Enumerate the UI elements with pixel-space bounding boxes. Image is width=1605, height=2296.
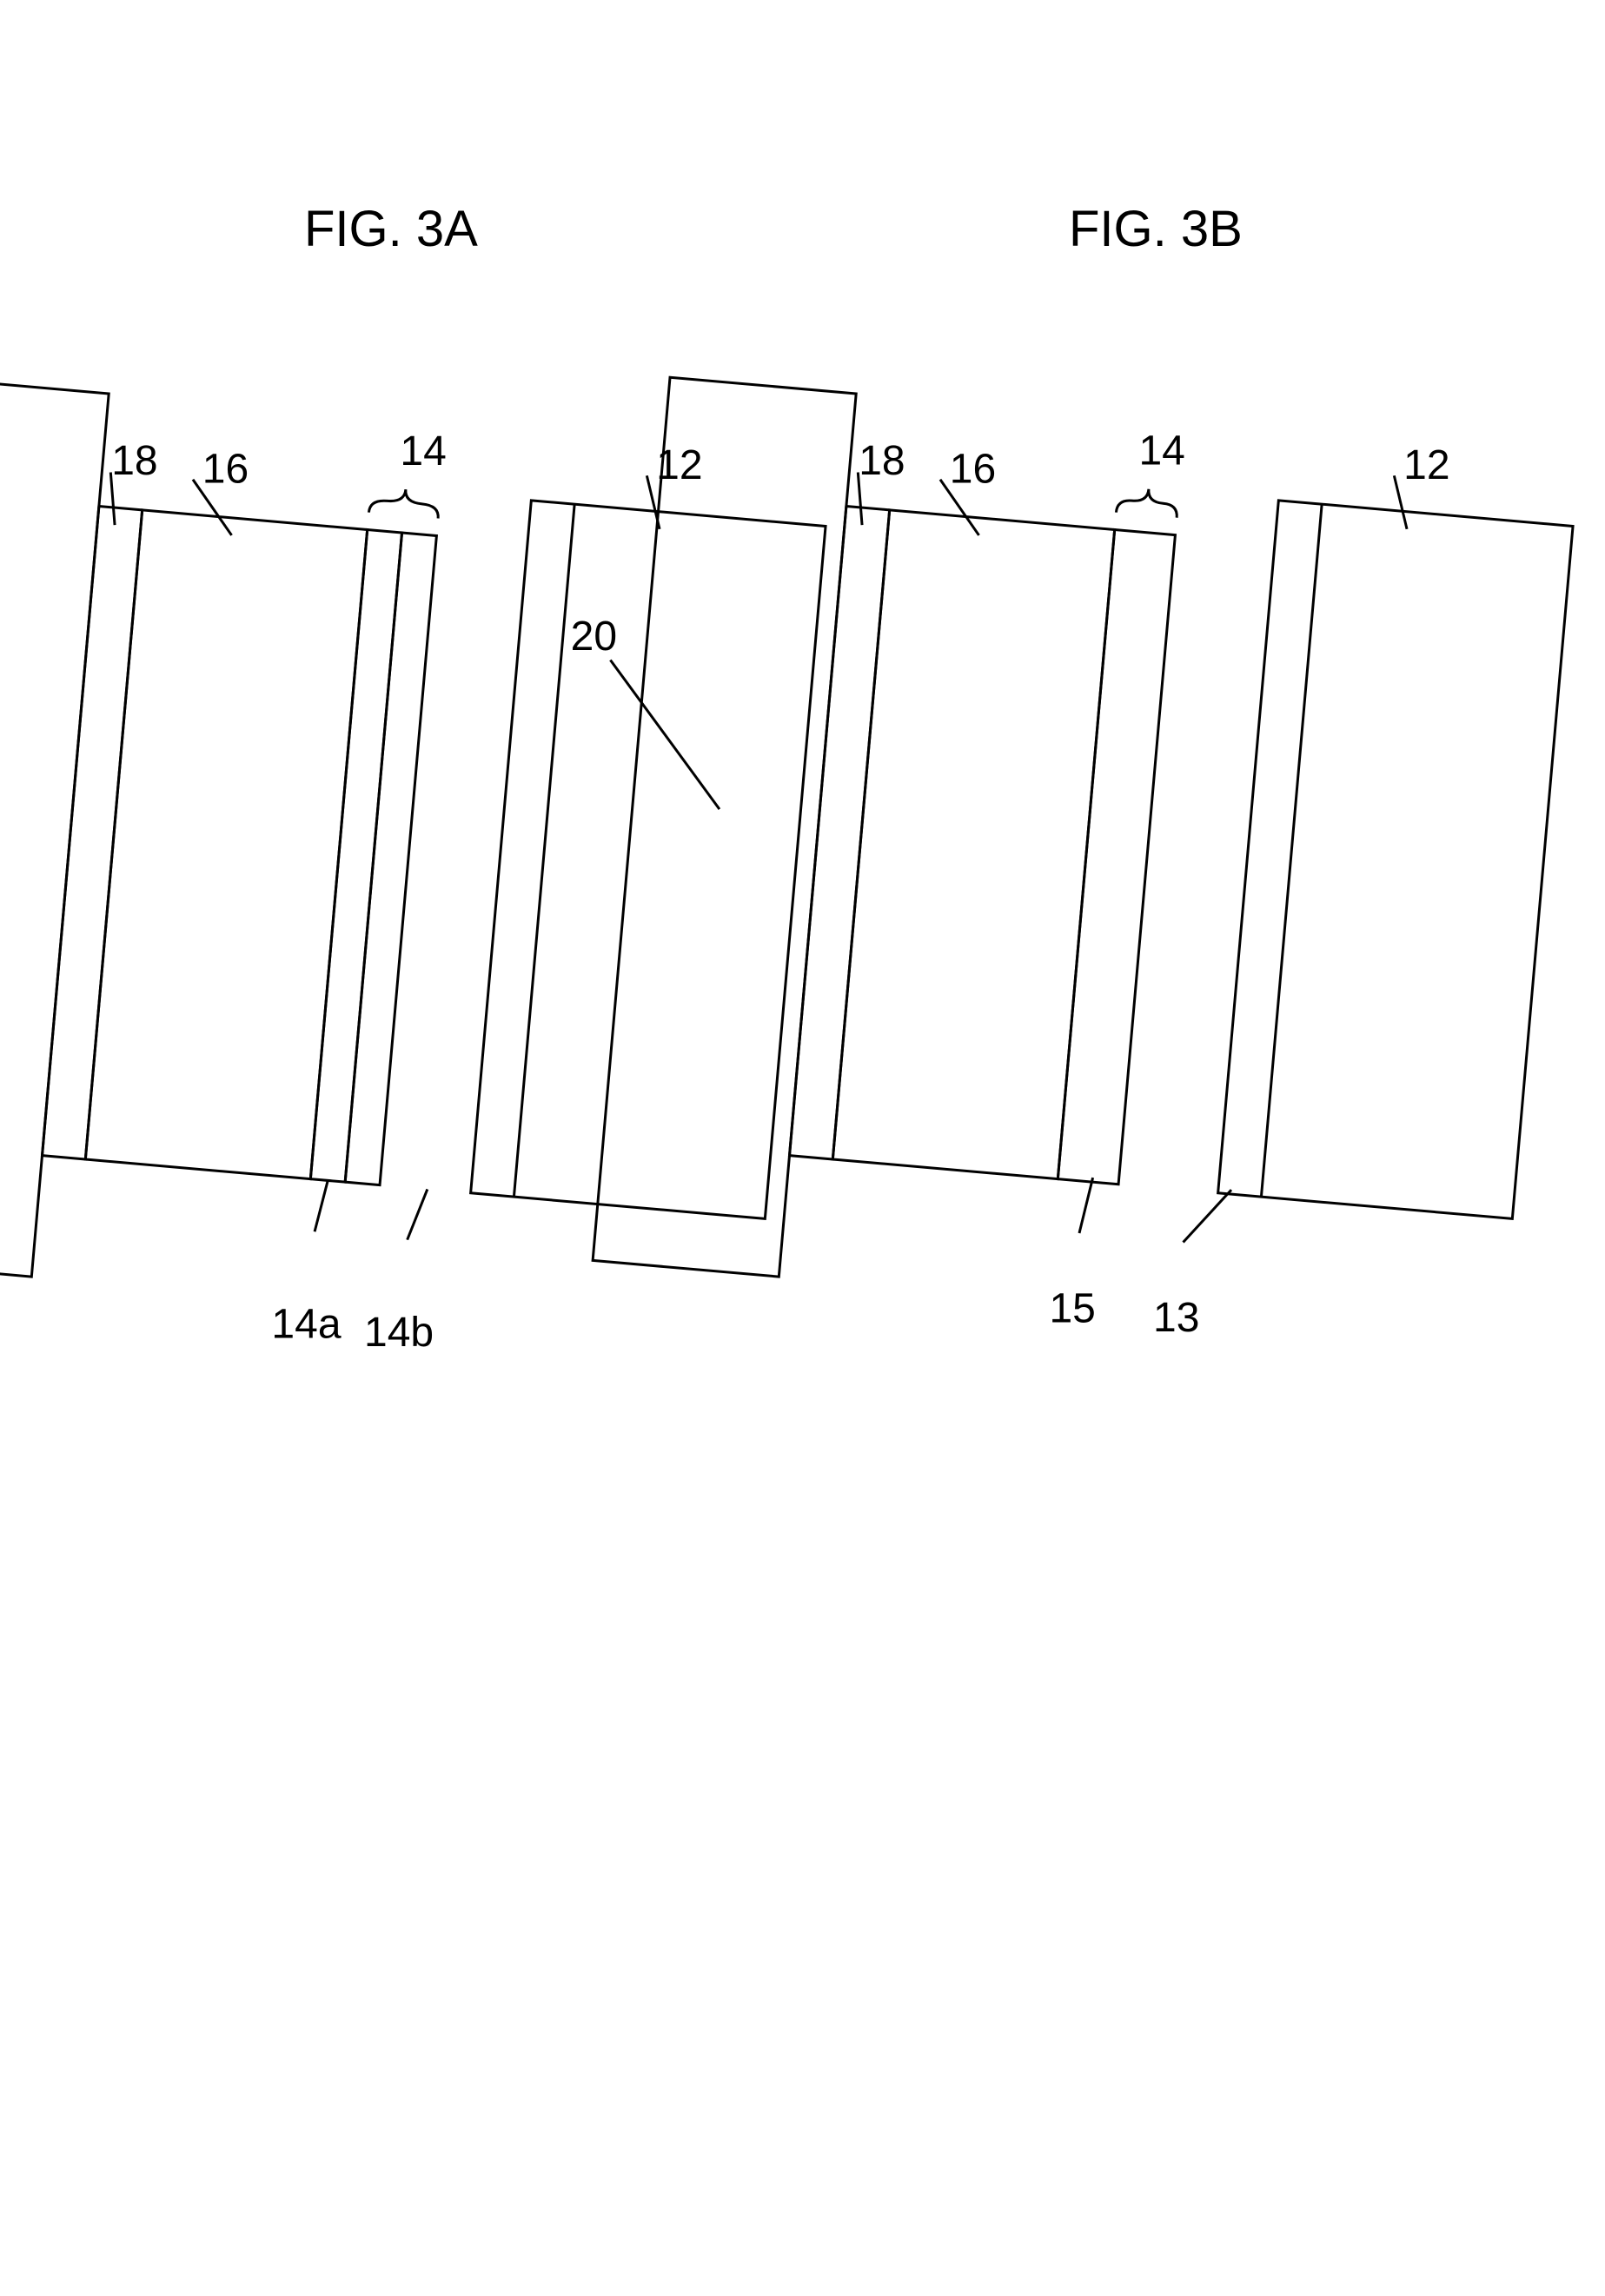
label-18: 18 <box>111 438 157 484</box>
label-12b: 12 <box>1403 442 1449 488</box>
label-20b: 20 <box>571 614 617 660</box>
fig-b-layer-mid <box>832 510 1114 1179</box>
label-15: 15 <box>1049 1285 1095 1331</box>
fig-b-group: 20 18 16 14 12 15 13 <box>512 368 1579 1371</box>
fig-b-layer-14 <box>1058 530 1175 1184</box>
leader-20b <box>598 660 731 810</box>
label-14-b: 14 <box>1138 428 1184 474</box>
page: FIG. 3A FIG. 3B 20 18 16 14 <box>0 0 1605 2296</box>
leader-14a <box>315 1180 328 1233</box>
fig-a-group: 20 18 16 14 12 14a 14b <box>0 368 832 1390</box>
label-14b: 14b <box>364 1310 434 1356</box>
label-18b: 18 <box>859 438 905 484</box>
label-16: 16 <box>202 446 249 492</box>
brace-14b <box>1116 487 1178 518</box>
fig-b-base <box>1218 501 1573 1219</box>
fig-b-layer-top <box>593 377 856 1277</box>
leader-13 <box>1184 1186 1231 1246</box>
brace-14 <box>368 487 440 519</box>
leader-15 <box>1079 1177 1093 1234</box>
fig-a-layer-mid <box>85 510 367 1179</box>
fig-a-layer-top <box>0 377 109 1277</box>
fig-a-layer-thin-top <box>43 506 143 1159</box>
diagram-svg: 20 18 16 14 12 14a 14b <box>0 0 1605 2296</box>
fig-a-base <box>471 501 826 1219</box>
label-16b: 16 <box>950 446 996 492</box>
label-14a: 14a <box>271 1302 341 1348</box>
fig-b-layer-thin-top <box>790 506 890 1159</box>
leader-14b <box>408 1188 428 1241</box>
label-14: 14 <box>400 428 446 474</box>
label-13: 13 <box>1153 1295 1199 1341</box>
